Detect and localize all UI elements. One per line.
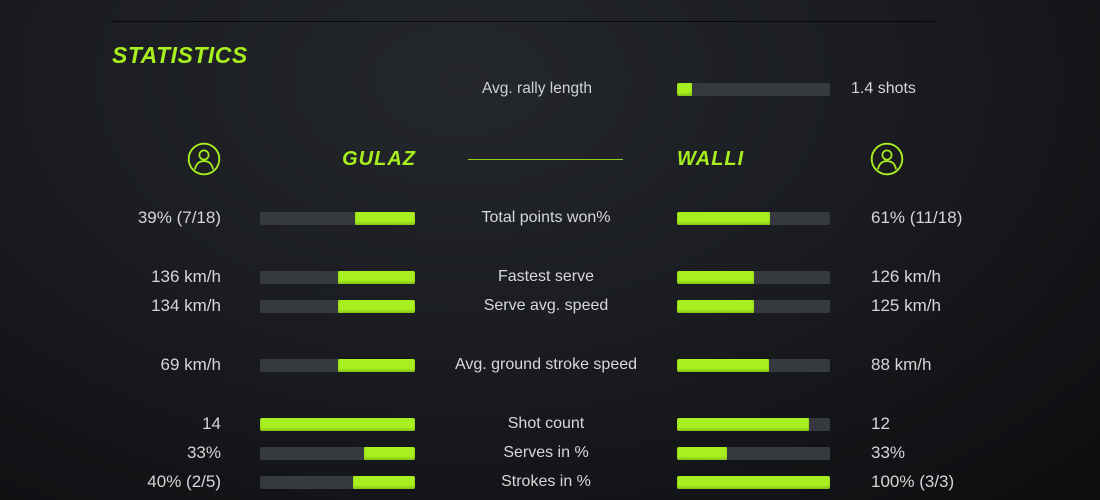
left-value: 14: [202, 414, 221, 433]
rally-length-bar: [677, 82, 830, 96]
left-value: 33%: [186, 443, 221, 462]
header-divider-line: [468, 159, 623, 160]
right-bar: [677, 299, 830, 313]
bar-fill: [677, 475, 830, 489]
stat-row-strokes-in: 40% (2/5) Strokes in % 100% (3/3): [0, 469, 1100, 495]
bar-fill: [353, 475, 415, 489]
top-divider-line: [112, 21, 935, 22]
left-bar: [260, 299, 415, 313]
right-bar: [677, 446, 830, 460]
left-value: 134 km/h: [151, 296, 221, 315]
bar-fill: [337, 299, 415, 313]
stat-row-fastest-serve: 136 km/h Fastest serve 126 km/h: [0, 264, 1100, 290]
left-bar: [260, 270, 415, 284]
bar-fill: [354, 211, 415, 225]
bar-fill: [677, 270, 754, 284]
stat-label: Total points won%: [481, 209, 611, 226]
bar-fill: [677, 417, 809, 431]
bar-fill: [677, 446, 728, 460]
left-bar: [260, 211, 415, 225]
left-bar: [260, 475, 415, 489]
left-value: 69 km/h: [160, 355, 221, 374]
left-bar: [260, 417, 415, 431]
page-title: STATISTICS: [112, 42, 248, 68]
bar-fill: [363, 446, 415, 460]
player-right-avatar-icon: [870, 142, 904, 176]
right-value: 125 km/h: [871, 296, 941, 315]
stat-label: Avg. ground stroke speed: [454, 356, 638, 373]
stat-label: Shot count: [507, 415, 585, 432]
right-value: 88 km/h: [871, 355, 932, 374]
right-value: 12: [871, 414, 890, 433]
right-bar: [677, 270, 830, 284]
stat-label: Serves in %: [503, 444, 589, 461]
bar-fill: [337, 270, 415, 284]
rally-length-value: 1.4 shots: [851, 80, 916, 97]
left-value: 39% (7/18): [137, 208, 221, 227]
right-value: 61% (11/18): [871, 208, 963, 227]
bar-fill: [677, 82, 693, 96]
rally-length-label: Avg. rally length: [482, 80, 592, 97]
players-header: GULAZ WALLI: [0, 142, 1100, 176]
right-bar: [677, 211, 830, 225]
stat-row-serves-in: 33% Serves in % 33%: [0, 440, 1100, 466]
right-value: 100% (3/3): [871, 472, 955, 491]
rally-length-row: Avg. rally length 1.4 shots: [0, 76, 1100, 102]
stat-row-shot-count: 14 Shot count 12: [0, 411, 1100, 437]
player-left-name: GULAZ: [342, 148, 416, 170]
bar-fill: [677, 358, 769, 372]
left-value: 40% (2/5): [147, 472, 221, 491]
bar-fill: [677, 299, 754, 313]
left-bar: [260, 446, 415, 460]
right-bar: [677, 417, 830, 431]
left-value: 136 km/h: [151, 267, 221, 286]
right-bar: [677, 475, 830, 489]
right-value: 126 km/h: [871, 267, 941, 286]
left-bar: [260, 358, 415, 372]
player-right-name: WALLI: [677, 148, 745, 170]
stat-label: Serve avg. speed: [483, 297, 609, 314]
bar-fill: [260, 417, 415, 431]
stat-label: Fastest serve: [497, 268, 595, 285]
bar-fill: [677, 211, 771, 225]
player-left-avatar-icon: [187, 142, 221, 176]
right-bar: [677, 358, 830, 372]
stat-row-ground-stroke-speed: 69 km/h Avg. ground stroke speed 88 km/h: [0, 352, 1100, 378]
right-value: 33%: [871, 443, 906, 462]
stat-row-total-points: 39% (7/18) Total points won% 61% (11/18): [0, 205, 1100, 231]
stat-row-serve-avg-speed: 134 km/h Serve avg. speed 125 km/h: [0, 293, 1100, 319]
bar-fill: [337, 358, 415, 372]
stat-label: Strokes in %: [501, 473, 591, 490]
